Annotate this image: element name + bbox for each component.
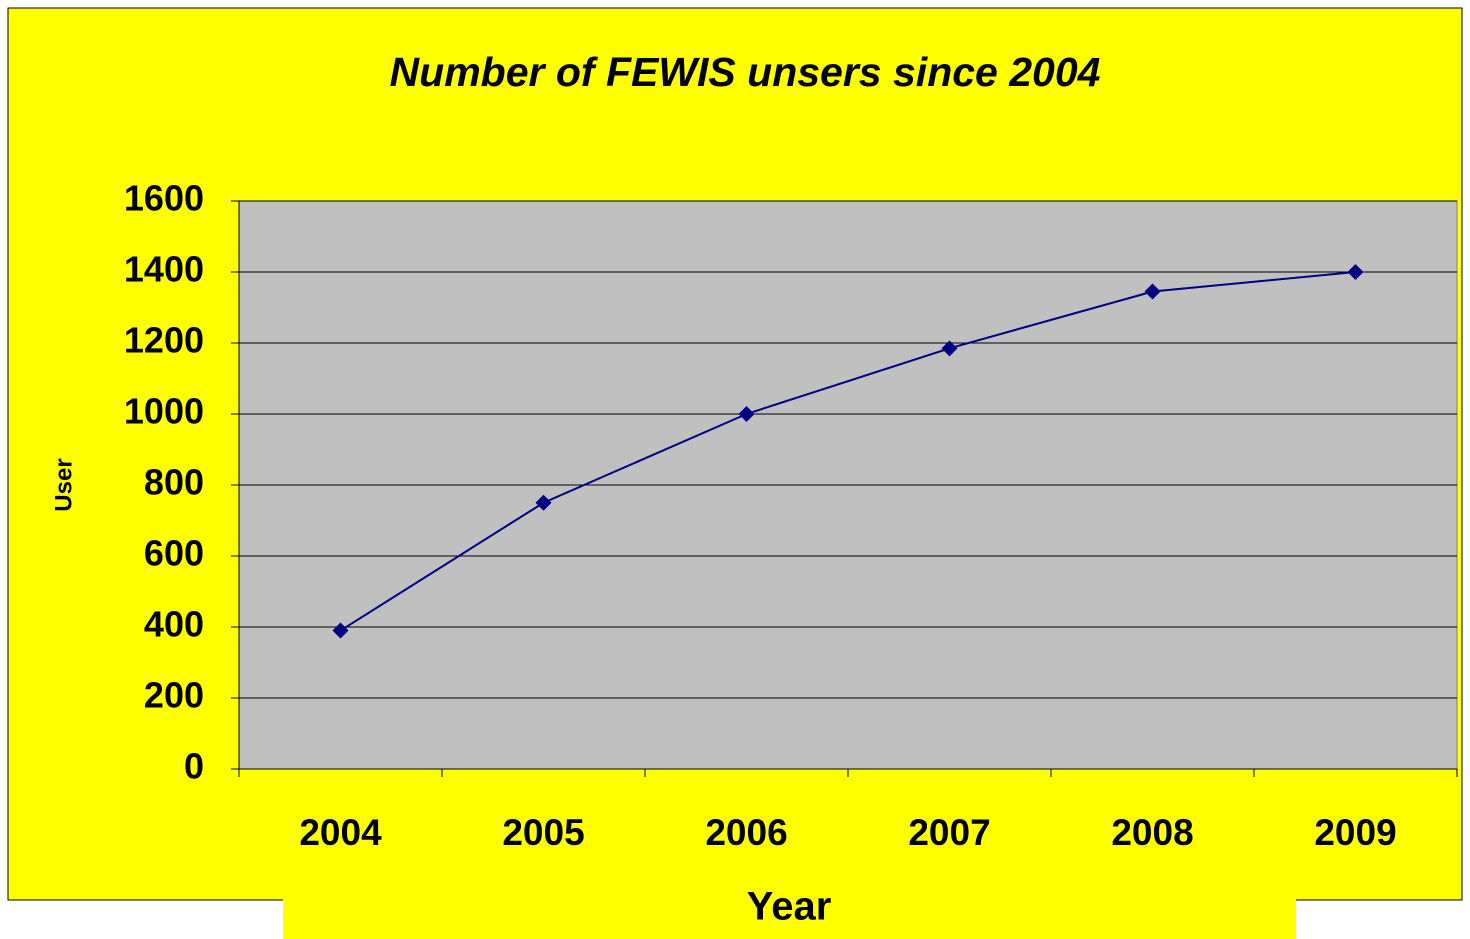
x-tick-label: 2006 — [705, 812, 787, 853]
data-point — [941, 340, 958, 357]
chart-title: Number of FEWIS unsers since 2004 — [390, 49, 1101, 95]
data-point — [1347, 264, 1364, 280]
y-tick-label: 1200 — [124, 320, 204, 361]
y-tick-label: 800 — [144, 462, 204, 503]
y-tick-label: 0 — [184, 746, 204, 787]
x-tick-label: 2008 — [1111, 812, 1193, 853]
x-tick-label: 2007 — [908, 812, 990, 853]
x-axis-title: Year — [747, 885, 832, 929]
y-axis-title: User — [50, 458, 77, 511]
data-point — [332, 622, 349, 639]
data-point — [738, 406, 755, 422]
y-tick-label: 200 — [144, 675, 204, 716]
x-tick-label: 2004 — [299, 812, 382, 853]
y-tick-label: 1000 — [124, 391, 204, 432]
y-tick-label: 400 — [144, 604, 204, 645]
y-tick-label: 1400 — [124, 249, 204, 290]
series-line — [339, 271, 1356, 632]
data-point — [535, 494, 552, 511]
y-tick-label: 1600 — [124, 178, 204, 219]
y-tick-label: 600 — [144, 533, 204, 574]
data-point — [1144, 283, 1161, 300]
x-title-box — [283, 880, 1296, 939]
x-tick-label: 2009 — [1314, 812, 1396, 853]
x-tick-label: 2005 — [502, 812, 584, 853]
